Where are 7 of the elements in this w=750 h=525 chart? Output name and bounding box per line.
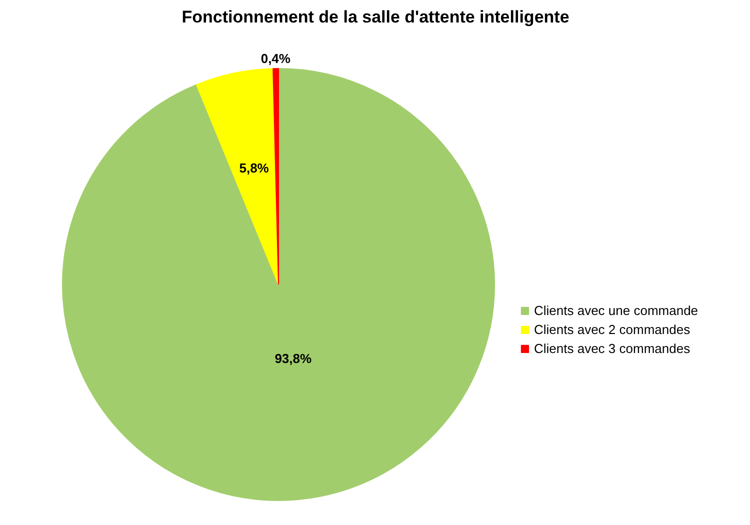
data-label: 5,8% [239, 160, 270, 176]
data-label: 0,4% [260, 51, 291, 66]
chart-title: Fonctionnement de la salle d'attente intelligente [182, 8, 570, 26]
legend-label: Clients avec une commande [534, 303, 698, 318]
legend-label: Clients avec 3 commandes [534, 341, 690, 356]
data-label: 93,8% [274, 351, 312, 366]
legend-label: Clients avec 2 commandes [534, 322, 690, 337]
